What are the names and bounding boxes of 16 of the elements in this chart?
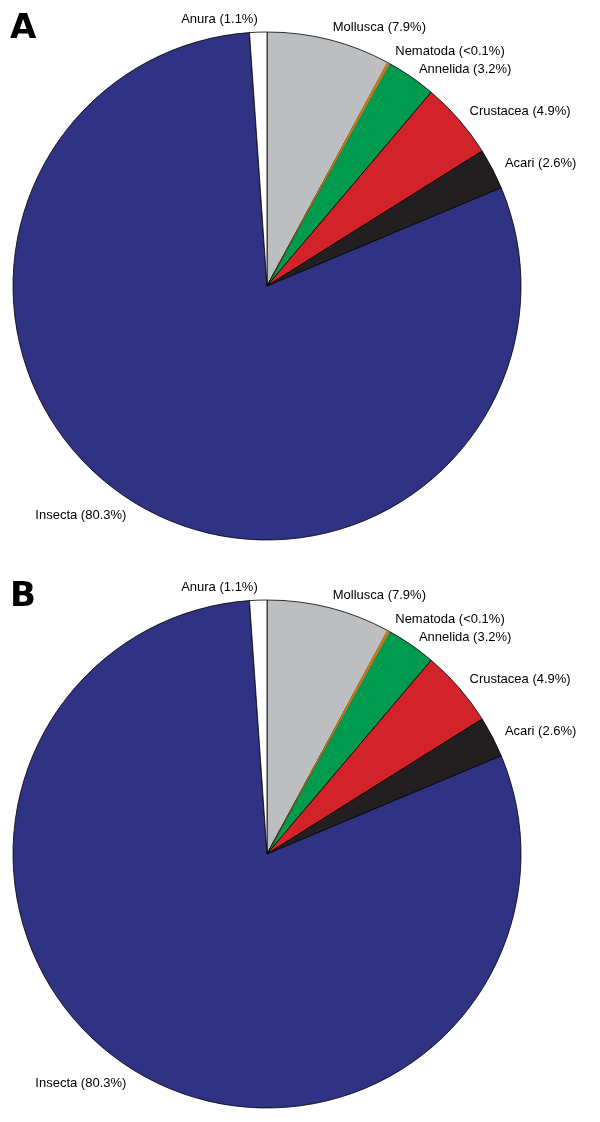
slice-label: Crustacea (4.9%) [469,103,571,119]
slice-label: Anura (1.1%) [181,578,258,594]
slice-label: Annelida (3.2%) [418,61,512,77]
slice-label: Insecta (80.3%) [35,506,127,522]
slice-label: Nematoda (<0.1%) [395,43,505,59]
slice-label: Anura (1.1%) [181,10,258,26]
slice-label: Nematoda (<0.1%) [395,611,505,627]
slice-label: Mollusca (7.9%) [332,18,426,34]
slice-label: Crustacea (4.9%) [469,671,571,687]
slice-label: Acari (2.6%) [504,155,577,171]
slice-label: Acari (2.6%) [504,723,577,739]
slice-label: Annelida (3.2%) [418,629,512,645]
slice-label: Mollusca (7.9%) [332,586,426,602]
slice-label: Insecta (80.3%) [35,1074,127,1090]
chart-title: B [10,574,36,614]
chart-title: A [10,6,37,46]
